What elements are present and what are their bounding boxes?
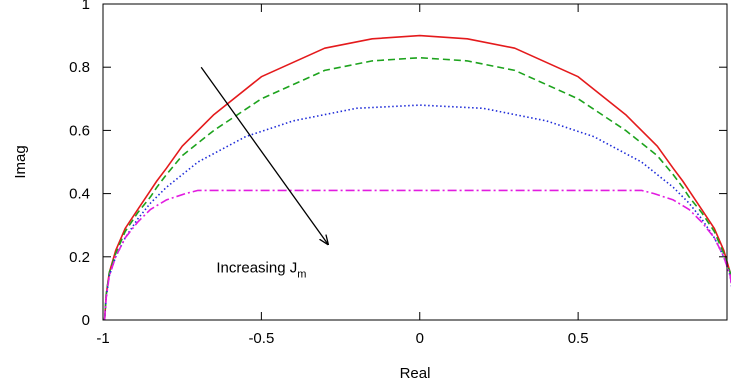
y-tick-label: 0.4 [69, 186, 90, 203]
annotation-subscript: m [297, 269, 306, 281]
x-tick-label: -1 [96, 330, 109, 347]
x-tick-label: 0.5 [568, 330, 589, 347]
increasing-arrow [200, 66, 328, 244]
annotation-main-text: Increasing J [216, 260, 297, 277]
y-axis-title: Imag [12, 145, 29, 178]
series-line-1 [103, 34, 731, 321]
x-tick-label: 0 [416, 330, 424, 347]
x-tick-label: -0.5 [248, 330, 274, 347]
series-line-4 [103, 189, 731, 321]
y-tick-label: 0.8 [69, 59, 90, 76]
x-axis-title: Real [400, 365, 431, 382]
annotation-label: Increasing Jm [216, 260, 306, 281]
ticks-layer: -1 -0.5 0 0.5 0 0.2 0.4 0.6 0.8 1 [69, 0, 727, 347]
y-tick-label: 0.2 [69, 249, 90, 266]
annotation-layer: Increasing Jm [200, 66, 328, 281]
series-line-2 [103, 56, 731, 321]
series-line-3 [103, 104, 731, 321]
y-tick-label: 0.6 [69, 122, 90, 139]
y-tick-label: 1 [82, 0, 90, 13]
plot-frame [102, 3, 728, 321]
y-tick-label: 0 [82, 312, 90, 329]
series-layer [103, 34, 731, 321]
